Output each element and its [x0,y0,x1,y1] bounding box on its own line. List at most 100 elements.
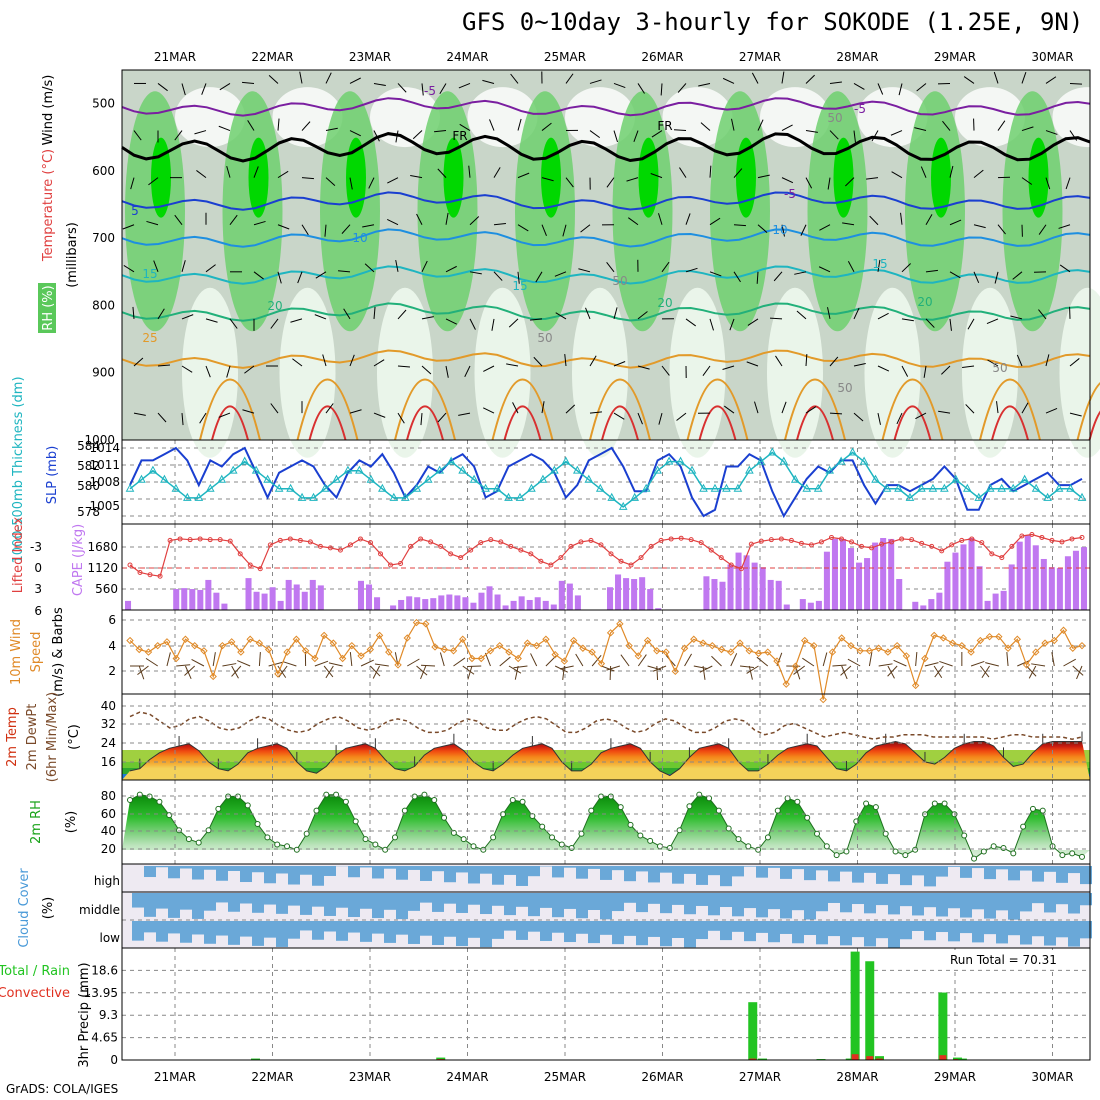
wind-speed-point [745,647,753,655]
cape-bar [864,558,871,610]
wind-speed-point [801,636,809,645]
cloud-cover-bar [432,866,444,872]
cape-bar [936,592,943,610]
wind-barb [445,318,458,325]
cloud-row-label: low [100,931,121,945]
temp-axis-label: 2m Temp [5,707,20,767]
cloud-cover-bar [288,893,300,906]
wind-barb [709,217,721,226]
cloud-cover-bar [1008,866,1020,881]
wind-barb [660,83,663,96]
surface-wind-barb [970,660,985,667]
cape-bar [486,586,493,610]
rh-dry-plume [767,287,823,458]
thickness-point [905,492,915,501]
rh-point [254,821,261,827]
wind-speed-point [1069,644,1077,652]
cape-bar [631,579,638,610]
rh-point [931,800,938,807]
wind-speed-point [680,644,689,652]
surface-wind-barb [360,659,374,667]
lifted-index-point [818,539,824,545]
isotherm-35-loop [893,405,932,441]
wind-barb [153,260,159,272]
lifted-index-point [147,572,153,578]
bottom-date-label: 28MAR [836,1070,878,1084]
thickness-point [538,474,548,483]
rh-point [470,843,477,850]
surface-wind-barb [176,664,191,667]
wind-speed-point [135,645,143,654]
precip-convective-bar [876,1058,883,1060]
wind-barb [781,224,785,237]
rh-point [627,821,634,828]
cloud-cover-bar [168,866,180,879]
lifted-index-point [1019,533,1025,539]
wind-barb [242,81,255,84]
cloud-cover-bar [372,921,384,934]
rh-legend-swatch [38,283,56,333]
surface-wind-barb [1063,658,1077,667]
surface-wind-barb [924,662,939,667]
lifted-index-point [568,543,574,549]
wind-barb [673,129,687,132]
pressure-tick-label: 600 [92,164,115,178]
precip-convective-bar [749,1058,757,1060]
wind-barb [679,167,687,178]
cloud-cover-bar [900,866,912,886]
wind-barb [685,213,691,225]
wind-speed-point [301,647,310,655]
rh-point [666,845,673,851]
cloud-cover-bar [396,893,408,920]
rh-point [333,791,340,798]
surface-wind-barb [793,665,806,675]
wind-barb [613,412,625,420]
rh-tick-label: 20 [101,842,116,856]
lifted-index-point [718,555,724,561]
wind-barb [853,307,860,320]
lifted-index-point [307,539,313,545]
top-date-label: 30MAR [1031,50,1073,64]
surface-wind-barb [314,660,329,667]
wind-barb [395,130,399,143]
wind-barb [325,72,332,84]
rh-point [372,841,379,848]
bottom-date-label: 27MAR [739,1070,781,1084]
wind-barb [157,83,168,92]
cape-bar [542,600,549,610]
isotherm-35-loop [796,405,834,441]
wind-barb [341,224,351,234]
wind-barb [773,271,783,282]
rh-point [342,798,349,805]
cloud-cover-bar [192,866,204,880]
thickness-tick-label: 582 [77,459,100,473]
wind-barb [416,213,423,225]
cloud-cover-bar [876,893,888,906]
wind-barb [130,177,135,190]
wind-barb [368,177,375,189]
cloud-cover-bar [948,866,960,867]
cape-bar [197,589,204,610]
rh-point [166,812,173,819]
rh-tick-label: 60 [101,807,116,821]
cloud-cover-bar [888,893,900,915]
cloud-cover-bar [276,893,288,914]
wind-barb [439,83,447,94]
wind-barb [613,361,626,367]
wind-barb [196,170,207,179]
thickness-point [997,483,1007,492]
cape-bar [414,597,421,610]
cape-bar [366,584,373,610]
cloud-cover-bar [684,893,696,915]
wind-speed-point [1022,661,1031,669]
lifted-index-point [378,551,384,557]
wind-barb [853,363,866,367]
wind-barb [829,412,843,415]
surface-wind-barb [868,652,873,667]
wind-speed-point [505,648,513,656]
cape-bar [277,600,284,610]
wind-barb [923,365,927,378]
lifted-index-point [989,551,995,557]
lifted-index-point [458,555,464,561]
pressure-axis-label: (millibars) [65,222,80,288]
